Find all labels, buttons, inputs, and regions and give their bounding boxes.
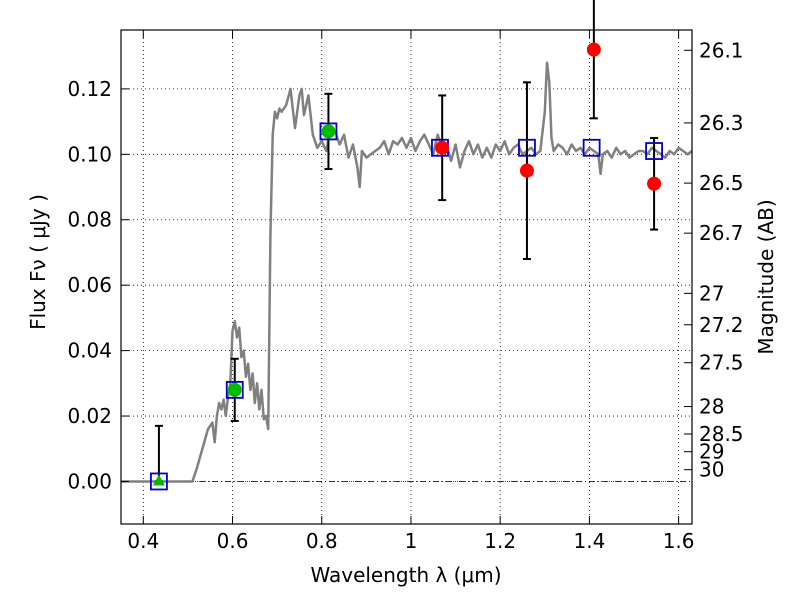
data-circle-marker xyxy=(321,124,336,139)
data-circle-marker xyxy=(435,140,450,155)
y2-tick-label: 29 xyxy=(699,440,724,464)
x-tick-label: 0.6 xyxy=(217,529,249,553)
spectrum-line xyxy=(121,61,693,483)
model-square-marker xyxy=(582,138,601,157)
x-tick-label: 1.4 xyxy=(573,529,605,553)
y2-tick-label: 26.3 xyxy=(699,111,744,135)
model-square-marker xyxy=(225,380,244,399)
y-tick-label: 0.00 xyxy=(67,469,112,493)
model-spectrum xyxy=(121,61,693,483)
model-square-marker xyxy=(645,142,663,160)
y-tick-label: 0.04 xyxy=(67,339,112,363)
y2-tick-label: 27 xyxy=(699,281,724,305)
y-tick-label: 0.12 xyxy=(67,77,112,101)
y2-tick-label: 26.1 xyxy=(699,38,744,62)
x-tick-label: 0.8 xyxy=(306,529,338,553)
data-points xyxy=(150,42,663,491)
y-tick-label: 0.08 xyxy=(67,208,112,232)
data-circle-marker xyxy=(227,382,242,397)
model-square-marker xyxy=(518,138,536,157)
y2-tick-label: 28.5 xyxy=(699,422,744,446)
x-tick-label: 0.4 xyxy=(127,529,159,553)
model-square-marker xyxy=(150,472,168,491)
data-circle-marker xyxy=(586,42,601,57)
x-axis-label: Wavelength λ (μm) xyxy=(310,563,501,587)
y-tick-label: 0.02 xyxy=(67,404,112,428)
y-axis-label: Flux Fν ( μJy ) xyxy=(26,194,50,330)
x-axis-ticks: 0.4 0.6 0.8 1 1.2 1.4 1.6 xyxy=(127,30,695,553)
data-triangle-marker xyxy=(152,474,165,486)
data-circle-marker xyxy=(519,163,534,178)
plot-background xyxy=(121,30,692,524)
x-tick-label: 1.6 xyxy=(663,529,695,553)
plot-frame xyxy=(120,29,693,525)
model-square-marker xyxy=(319,122,338,141)
y2-tick-label: 30 xyxy=(699,458,724,482)
y2-tick-label: 26.5 xyxy=(699,171,744,195)
y2-tick-label: 27.5 xyxy=(699,351,744,375)
data-circle-marker xyxy=(647,176,662,191)
y2-tick-label: 27.2 xyxy=(699,313,744,337)
y2-tick-label: 26.7 xyxy=(699,221,744,245)
y-tick-label: 0.06 xyxy=(67,273,112,297)
x-tick-label: 1.2 xyxy=(484,529,516,553)
y2-axis-label: Magnitude (AB) xyxy=(754,199,778,354)
x-tick-label: 1 xyxy=(405,529,418,553)
y2-tick-label: 28 xyxy=(699,395,724,419)
y-axis-ticks: 0.00 0.02 0.04 0.06 0.08 0.10 0.12 xyxy=(67,77,129,493)
y-tick-label: 0.10 xyxy=(67,142,112,166)
